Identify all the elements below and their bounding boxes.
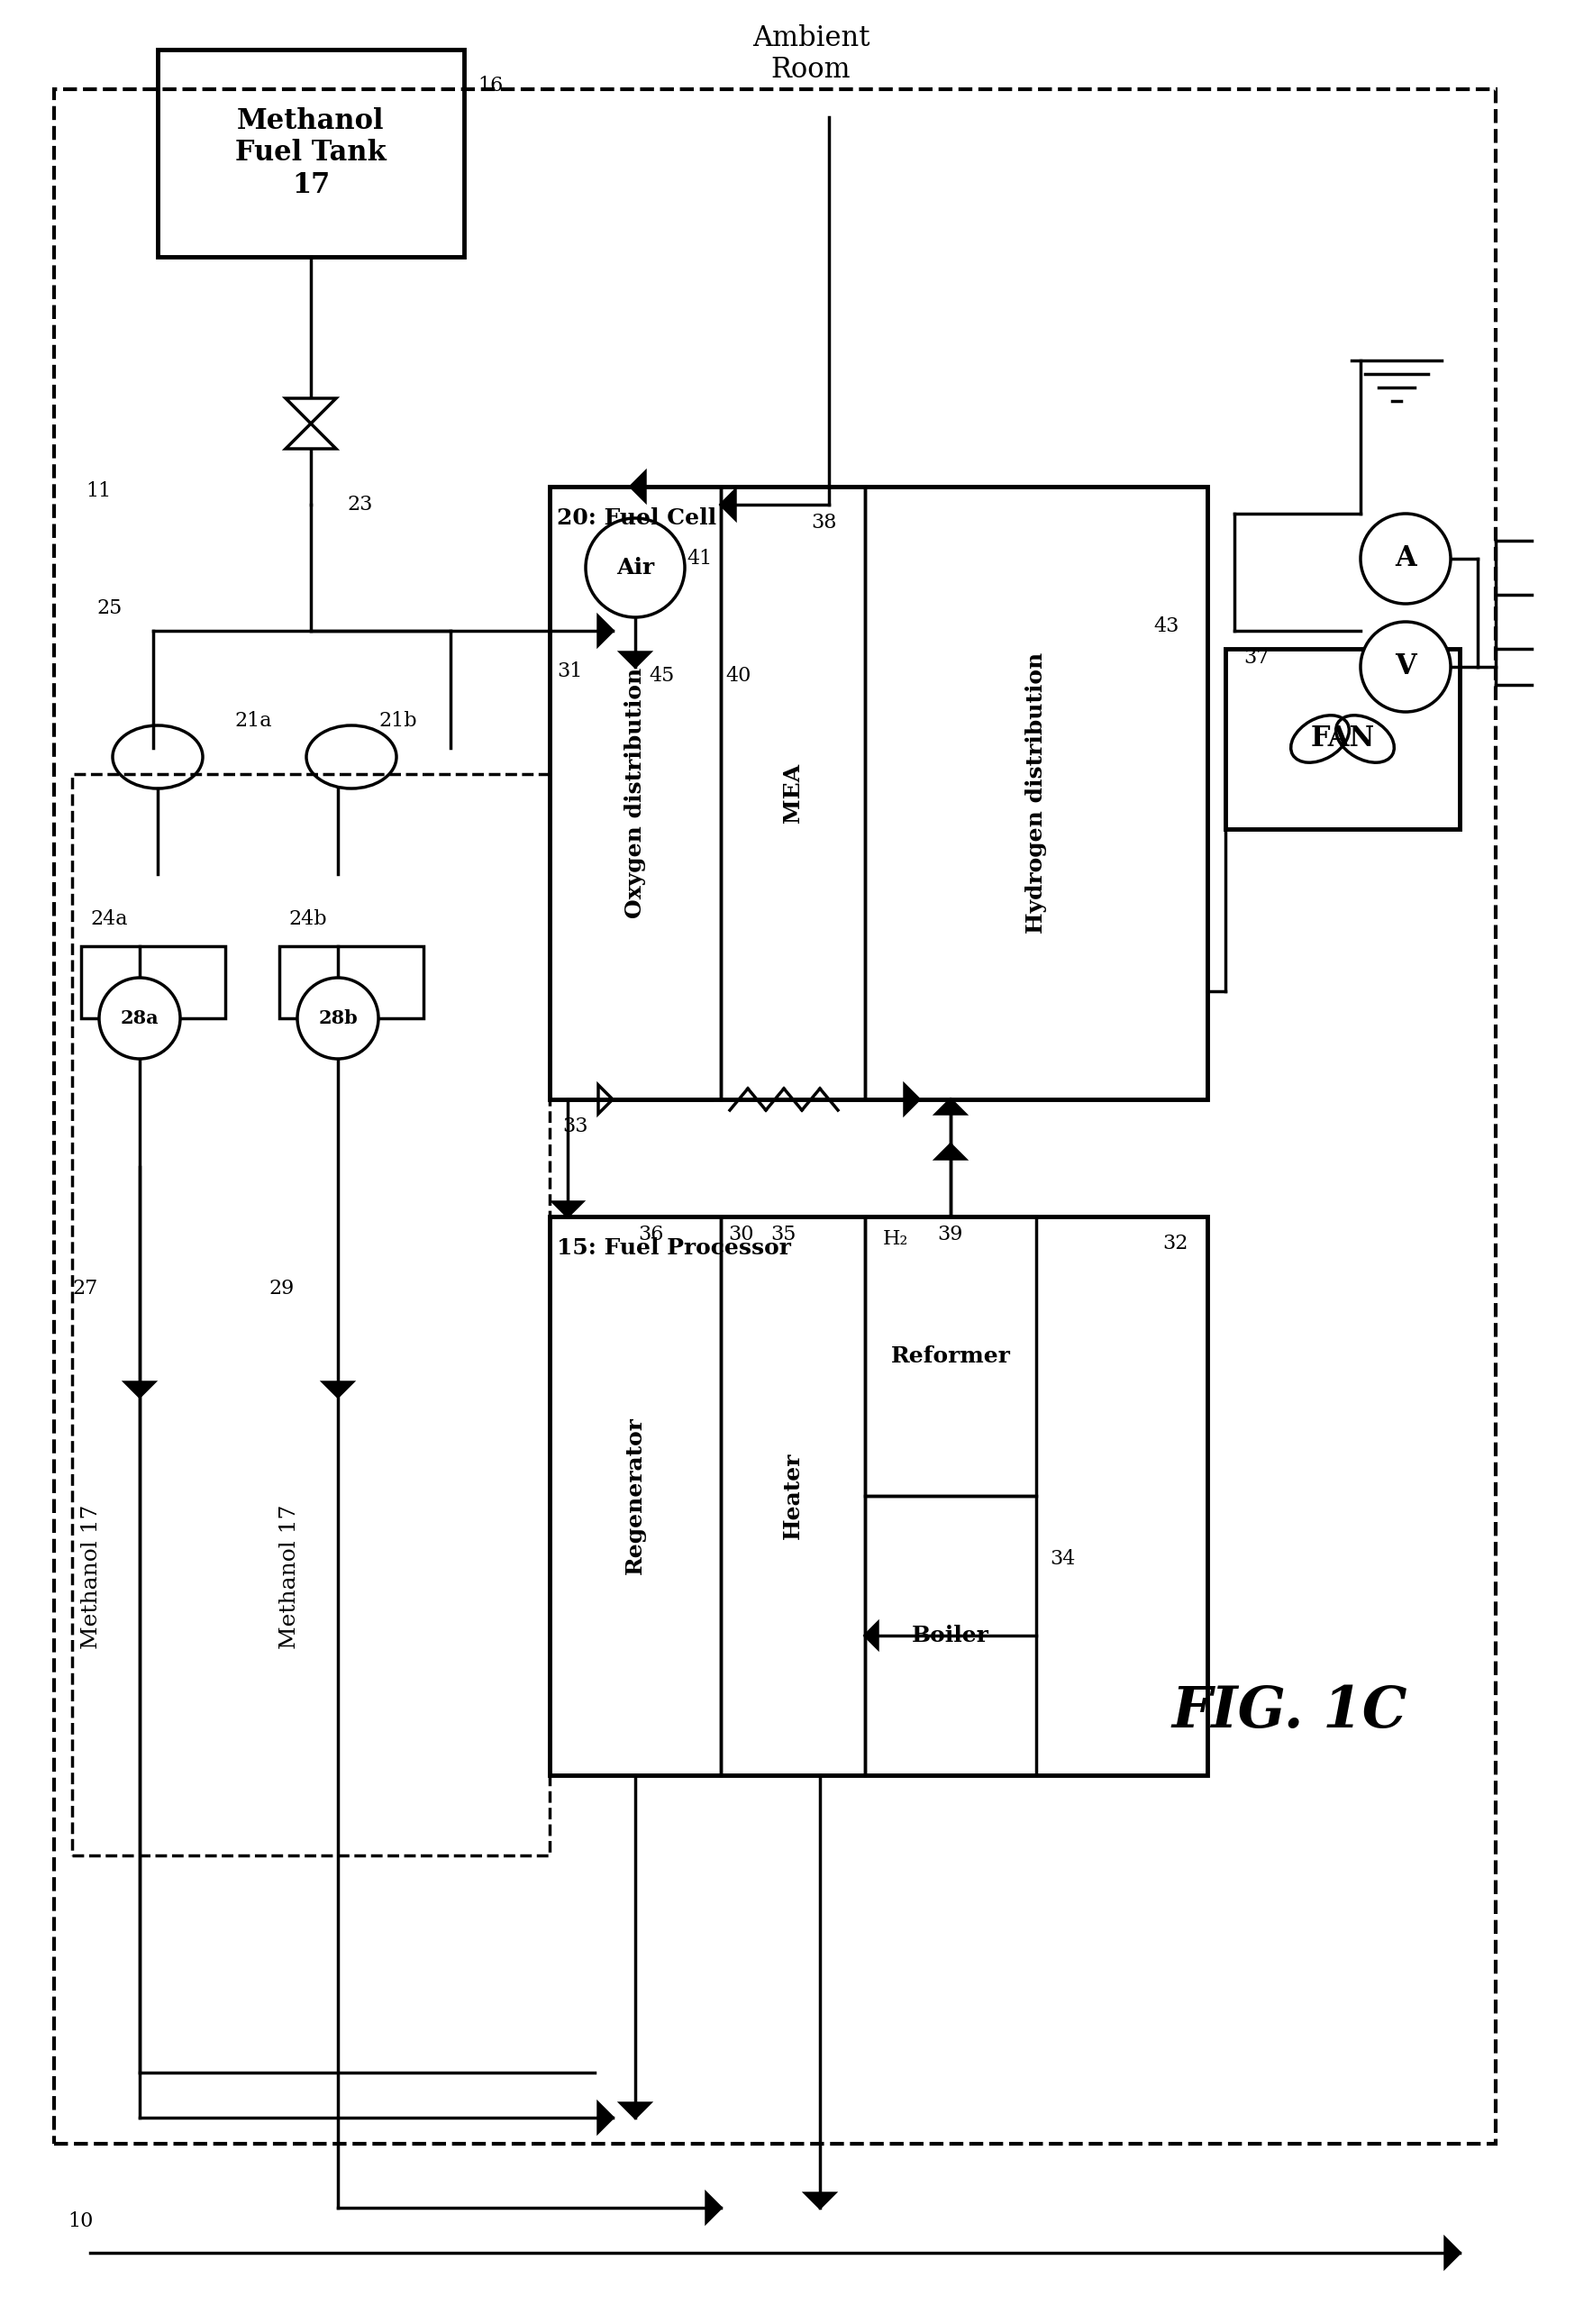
Circle shape xyxy=(586,518,685,618)
Polygon shape xyxy=(126,1383,155,1397)
Text: 35: 35 xyxy=(771,1225,796,1243)
Text: 20: Fuel Cell: 20: Fuel Cell xyxy=(558,507,717,530)
Text: 15: Fuel Processor: 15: Fuel Processor xyxy=(558,1236,792,1260)
Polygon shape xyxy=(937,1143,965,1160)
Text: 36: 36 xyxy=(637,1225,664,1243)
Text: 45: 45 xyxy=(648,667,674,686)
Text: 38: 38 xyxy=(811,514,836,532)
Text: 27: 27 xyxy=(72,1278,97,1299)
Text: 21b: 21b xyxy=(379,711,417,730)
Text: H₂: H₂ xyxy=(883,1229,908,1248)
Text: 28a: 28a xyxy=(121,1009,159,1027)
Text: Ambient
Room: Ambient Room xyxy=(752,23,870,84)
Polygon shape xyxy=(599,2103,613,2131)
Text: 24b: 24b xyxy=(288,909,327,930)
Text: 32: 32 xyxy=(1163,1234,1188,1253)
Text: 10: 10 xyxy=(67,2212,92,2231)
Circle shape xyxy=(99,978,180,1060)
Text: Air: Air xyxy=(616,558,655,579)
Text: 34: 34 xyxy=(1050,1550,1075,1569)
Text: MEA: MEA xyxy=(782,762,804,823)
Text: 40: 40 xyxy=(725,667,750,686)
Polygon shape xyxy=(905,1085,919,1113)
Text: 29: 29 xyxy=(269,1278,295,1299)
Text: Boiler: Boiler xyxy=(911,1624,989,1645)
Polygon shape xyxy=(553,1202,581,1215)
Polygon shape xyxy=(1445,2238,1459,2268)
Text: 11: 11 xyxy=(86,481,112,502)
Bar xyxy=(54,88,1496,2143)
Text: 16: 16 xyxy=(478,77,503,95)
Polygon shape xyxy=(865,1622,878,1648)
Polygon shape xyxy=(285,423,336,449)
Text: 24a: 24a xyxy=(91,909,127,930)
Polygon shape xyxy=(621,653,650,667)
Bar xyxy=(72,774,550,1855)
Text: Regenerator: Regenerator xyxy=(624,1418,647,1576)
Text: 30: 30 xyxy=(728,1225,753,1243)
Polygon shape xyxy=(285,397,336,423)
Text: 37: 37 xyxy=(1244,648,1270,667)
Text: Methanol 17: Methanol 17 xyxy=(279,1504,299,1650)
Text: 23: 23 xyxy=(347,495,373,514)
Polygon shape xyxy=(720,490,736,518)
Polygon shape xyxy=(621,2103,650,2117)
Text: Methanol
Fuel Tank
17: Methanol Fuel Tank 17 xyxy=(236,107,387,200)
Circle shape xyxy=(1360,623,1451,711)
Polygon shape xyxy=(806,2194,835,2208)
Text: V: V xyxy=(1395,653,1416,681)
Polygon shape xyxy=(323,1383,352,1397)
Text: 39: 39 xyxy=(937,1225,962,1243)
Polygon shape xyxy=(599,616,613,646)
Polygon shape xyxy=(631,472,645,502)
Text: Reformer: Reformer xyxy=(890,1346,1010,1367)
Text: A: A xyxy=(1395,544,1416,572)
Text: 31: 31 xyxy=(558,662,583,681)
Text: 33: 33 xyxy=(562,1116,588,1136)
Text: Oxygen distribution: Oxygen distribution xyxy=(624,667,647,918)
Text: 43: 43 xyxy=(1153,616,1179,637)
Text: 28b: 28b xyxy=(319,1009,357,1027)
Polygon shape xyxy=(706,2194,720,2222)
Text: FAN: FAN xyxy=(1311,725,1375,753)
Text: Methanol 17: Methanol 17 xyxy=(81,1504,102,1650)
Text: FIG. 1C: FIG. 1C xyxy=(1171,1685,1407,1741)
Text: 21a: 21a xyxy=(234,711,272,730)
Circle shape xyxy=(298,978,379,1060)
Circle shape xyxy=(1360,514,1451,604)
Polygon shape xyxy=(937,1099,965,1113)
Text: Heater: Heater xyxy=(782,1452,804,1538)
Text: Hydrogen distribution: Hydrogen distribution xyxy=(1026,653,1047,934)
Text: 25: 25 xyxy=(97,597,121,618)
Text: 41: 41 xyxy=(687,548,712,569)
